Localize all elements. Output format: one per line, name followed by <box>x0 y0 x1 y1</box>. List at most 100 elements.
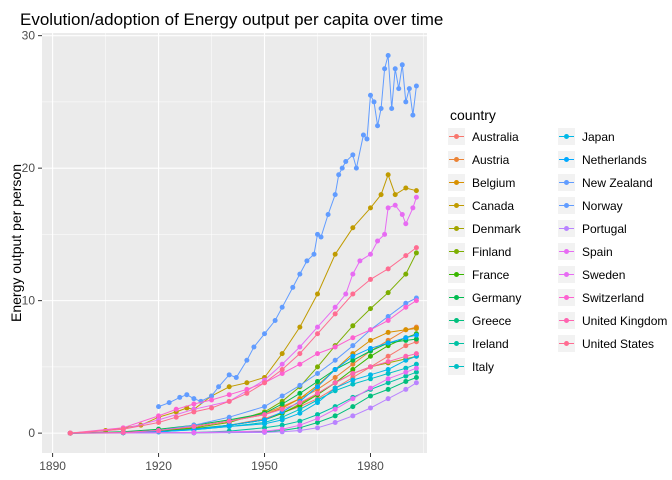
data-point <box>226 392 232 398</box>
legend-key-point <box>454 272 459 277</box>
legend-label: Germany <box>472 291 521 305</box>
data-point <box>392 202 398 208</box>
series-norway <box>156 53 419 410</box>
data-point <box>315 324 321 330</box>
series-line <box>70 382 417 434</box>
data-point <box>403 386 409 392</box>
x-tick-label: 1890 <box>39 459 66 473</box>
data-point <box>410 112 416 118</box>
legend-label: Canada <box>472 199 514 213</box>
legend-key-point <box>564 341 569 346</box>
legend-item-united-states: United States <box>558 335 654 352</box>
series-line <box>158 55 417 408</box>
data-point <box>297 418 303 424</box>
data-point <box>332 367 338 373</box>
legend-label: Finland <box>472 245 511 259</box>
data-point <box>262 412 268 418</box>
data-point <box>191 409 197 415</box>
data-point <box>367 372 373 378</box>
data-point <box>297 324 303 330</box>
data-point <box>216 384 222 390</box>
data-point <box>315 371 321 377</box>
chart-title: Evolution/adoption of Energy output per … <box>20 10 443 29</box>
legend-label: Norway <box>582 199 623 213</box>
data-point <box>385 371 391 377</box>
data-point <box>413 298 419 304</box>
data-point <box>226 372 232 378</box>
data-point <box>209 405 215 411</box>
legend-item-belgium: Belgium <box>448 174 515 191</box>
data-point <box>262 417 268 423</box>
data-point <box>311 251 317 257</box>
data-point <box>315 231 321 237</box>
data-point <box>332 304 338 310</box>
y-tick-label: 10 <box>22 294 36 308</box>
data-point <box>262 331 268 337</box>
legend-key-point <box>454 226 459 231</box>
legend-item-denmark: Denmark <box>448 220 522 237</box>
data-point <box>403 353 409 359</box>
data-point <box>262 380 268 386</box>
data-point <box>315 425 321 431</box>
series-united-kingdom <box>67 351 419 436</box>
data-point <box>382 66 388 72</box>
data-point <box>315 351 321 357</box>
legend-key-point <box>454 134 459 139</box>
legend-item-canada: Canada <box>448 197 514 214</box>
data-point <box>279 371 285 377</box>
data-point <box>385 205 391 211</box>
data-point <box>156 427 162 433</box>
data-point <box>375 238 381 244</box>
data-point <box>413 374 419 380</box>
data-point <box>332 311 338 317</box>
legend-label: Spain <box>582 245 613 259</box>
legend-item-netherlands: Netherlands <box>558 151 647 168</box>
data-point <box>367 327 373 333</box>
data-point <box>350 343 356 349</box>
data-point <box>297 390 303 396</box>
data-point <box>272 318 278 324</box>
legend-label: Netherlands <box>582 153 647 167</box>
data-point <box>385 340 391 346</box>
data-point <box>297 351 303 357</box>
data-point <box>279 422 285 428</box>
data-point <box>385 380 391 386</box>
x-axis: 1890 1920 1950 1980 <box>39 453 384 473</box>
data-point <box>403 357 409 363</box>
data-point <box>332 374 338 380</box>
data-point <box>367 353 373 359</box>
data-point <box>279 367 285 373</box>
legend-item-new-zealand: New Zealand <box>558 174 653 191</box>
data-point <box>350 335 356 341</box>
data-point <box>403 221 409 227</box>
data-point <box>226 398 232 404</box>
data-point <box>315 416 321 422</box>
data-point <box>403 365 409 371</box>
series-spain <box>67 365 419 436</box>
data-point <box>350 371 356 377</box>
legend-key-point <box>454 157 459 162</box>
data-point <box>350 357 356 363</box>
data-point <box>279 304 285 310</box>
data-point <box>191 396 197 402</box>
data-point <box>403 304 409 310</box>
legend-label: Australia <box>472 130 519 144</box>
legend-item-finland: Finland <box>448 243 511 260</box>
data-point <box>226 414 232 420</box>
data-point <box>413 369 419 375</box>
data-point <box>364 136 370 142</box>
legend-key-point <box>454 341 459 346</box>
data-point <box>297 410 303 416</box>
data-point <box>367 385 373 391</box>
data-point <box>371 99 377 105</box>
data-point <box>385 353 391 359</box>
data-point <box>156 420 162 426</box>
data-point <box>392 192 398 198</box>
plot-panel <box>42 33 427 453</box>
data-point <box>406 86 412 92</box>
data-point <box>226 418 232 424</box>
legend-key-point <box>564 226 569 231</box>
data-point <box>279 401 285 407</box>
data-point <box>325 212 331 218</box>
